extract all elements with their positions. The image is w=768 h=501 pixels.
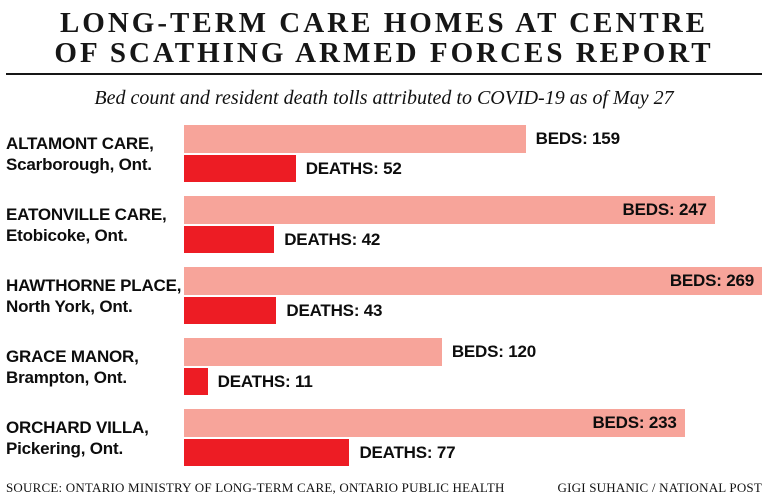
beds-bar-line: BEDS: 247 bbox=[184, 196, 762, 224]
facility-location: Scarborough, Ont. bbox=[6, 154, 152, 174]
bar-group: BEDS: 269 DEATHS: 43 bbox=[184, 267, 762, 324]
beds-bar bbox=[184, 338, 442, 366]
facility-location: Etobicoke, Ont. bbox=[6, 225, 128, 245]
beds-value-label: BEDS: 233 bbox=[592, 413, 677, 432]
beds-bar-line: BEDS: 233 bbox=[184, 409, 762, 437]
deaths-bar-line: DEATHS: 42 bbox=[184, 226, 762, 253]
facility-name: ALTAMONT CARE, bbox=[6, 133, 154, 153]
facility-name: HAWTHORNE PLACE, bbox=[6, 275, 182, 295]
deaths-bar-line: DEATHS: 77 bbox=[184, 439, 762, 466]
chart-subtitle: Bed count and resident death tolls attri… bbox=[94, 87, 674, 109]
beds-value-label: BEDS: 120 bbox=[451, 342, 537, 361]
bar-chart: ALTAMONT CARE, Scarborough, Ont. BEDS: 159… bbox=[6, 125, 762, 466]
beds-bar: BEDS: 269 bbox=[184, 267, 762, 295]
author-credit: GIGI SUHANIC / NATIONAL POST bbox=[557, 480, 762, 495]
chart-row: ALTAMONT CARE, Scarborough, Ont. BEDS: 159… bbox=[6, 125, 762, 182]
bar-group: BEDS: 247 DEATHS: 42 bbox=[184, 196, 762, 253]
deaths-value-label: DEATHS: 42 bbox=[284, 229, 381, 249]
chart-row: GRACE MANOR, Brampton, Ont. BEDS: 120 DEATH… bbox=[6, 338, 762, 395]
chart-row: ORCHARD VILLA, Pickering, Ont. BEDS: 233 DE… bbox=[6, 409, 762, 466]
beds-bar: BEDS: 233 bbox=[184, 409, 685, 437]
deaths-bar bbox=[184, 439, 350, 466]
page-title: LONG-TERM CARE HOMES AT CENTRE OF SCATHI… bbox=[6, 8, 762, 68]
beds-value-label: BEDS: 269 bbox=[669, 271, 754, 290]
beds-bar-line: BEDS: 269 bbox=[184, 267, 762, 295]
deaths-bar bbox=[184, 155, 296, 182]
deaths-bar bbox=[184, 226, 275, 253]
facility-location: Brampton, Ont. bbox=[6, 367, 127, 387]
facility-label: ALTAMONT CARE, Scarborough, Ont. bbox=[6, 125, 184, 182]
facility-name: GRACE MANOR, bbox=[6, 346, 139, 366]
chart-row: HAWTHORNE PLACE, North York, Ont. BEDS: 26… bbox=[6, 267, 762, 324]
facility-name: ORCHARD VILLA, bbox=[6, 417, 149, 437]
chart-row: EATONVILLE CARE, Etobicoke, Ont. BEDS: 247… bbox=[6, 196, 762, 253]
beds-bar: BEDS: 247 bbox=[184, 196, 715, 224]
beds-value-label: BEDS: 159 bbox=[535, 129, 620, 148]
deaths-value-label: DEATHS: 77 bbox=[359, 442, 456, 462]
deaths-value-label: DEATHS: 43 bbox=[286, 300, 383, 320]
footer: SOURCE: ONTARIO MINISTRY OF LONG-TERM CA… bbox=[6, 480, 762, 496]
bar-group: BEDS: 233 DEATHS: 77 bbox=[184, 409, 762, 466]
title-line-1: LONG-TERM CARE HOMES AT CENTRE bbox=[59, 7, 709, 39]
title-line-2: OF SCATHING ARMED FORCES REPORT bbox=[54, 37, 714, 69]
deaths-bar-line: DEATHS: 11 bbox=[184, 368, 762, 395]
bar-group: BEDS: 159 DEATHS: 52 bbox=[184, 125, 762, 182]
facility-label: HAWTHORNE PLACE, North York, Ont. bbox=[6, 267, 184, 324]
facility-name: EATONVILLE CARE, bbox=[6, 204, 167, 224]
facility-location: Pickering, Ont. bbox=[6, 438, 123, 458]
bar-group: BEDS: 120 DEATHS: 11 bbox=[184, 338, 762, 395]
deaths-bar bbox=[184, 368, 208, 395]
facility-label: GRACE MANOR, Brampton, Ont. bbox=[6, 338, 184, 395]
facility-location: North York, Ont. bbox=[6, 296, 133, 316]
deaths-bar-line: DEATHS: 43 bbox=[184, 297, 762, 324]
deaths-value-label: DEATHS: 11 bbox=[217, 371, 313, 391]
beds-bar-line: BEDS: 120 bbox=[184, 338, 762, 366]
beds-bar-line: BEDS: 159 bbox=[184, 125, 762, 153]
title-divider bbox=[6, 73, 762, 75]
deaths-bar bbox=[184, 297, 277, 324]
deaths-bar-line: DEATHS: 52 bbox=[184, 155, 762, 182]
deaths-value-label: DEATHS: 52 bbox=[305, 158, 402, 178]
facility-label: ORCHARD VILLA, Pickering, Ont. bbox=[6, 409, 184, 466]
source-credit: SOURCE: ONTARIO MINISTRY OF LONG-TERM CA… bbox=[6, 480, 505, 495]
beds-value-label: BEDS: 247 bbox=[622, 200, 707, 219]
facility-label: EATONVILLE CARE, Etobicoke, Ont. bbox=[6, 196, 184, 253]
beds-bar bbox=[184, 125, 526, 153]
